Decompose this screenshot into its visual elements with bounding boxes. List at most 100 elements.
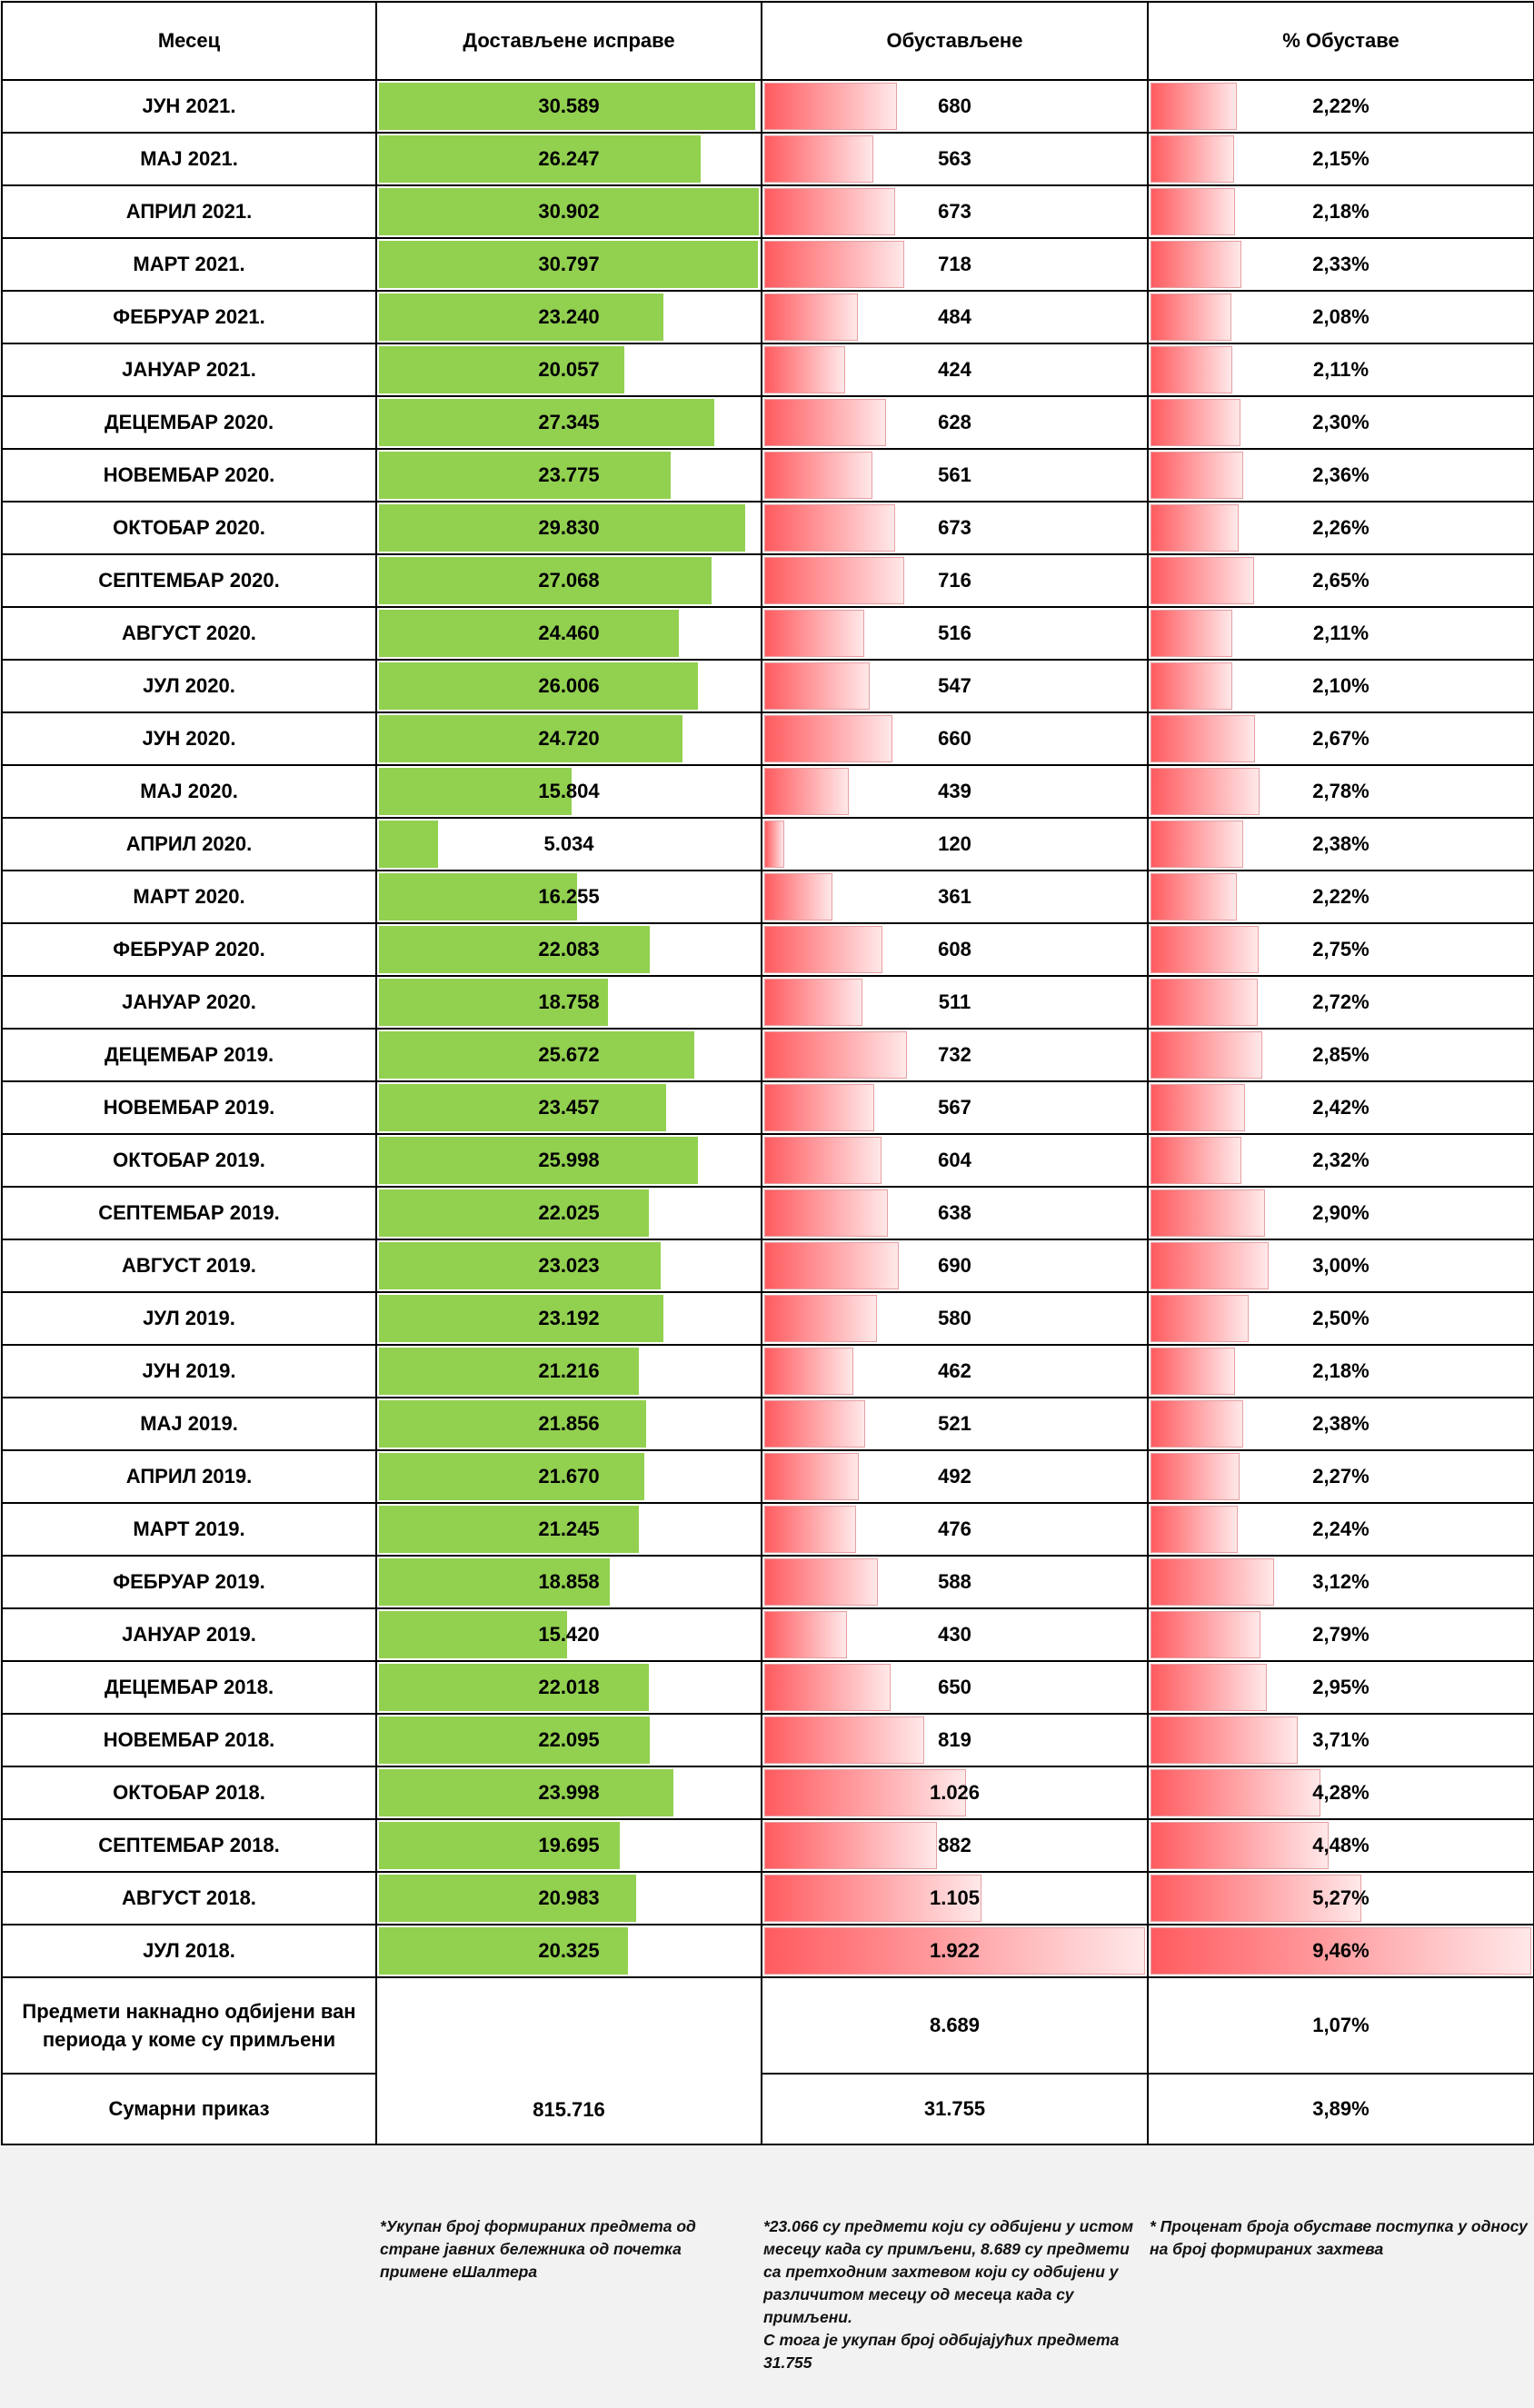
- delivered-bar: [379, 1558, 610, 1606]
- delivered-cell: 20.057: [375, 343, 762, 397]
- suspended-cell: 567: [761, 1080, 1149, 1135]
- percent-bar: [1150, 188, 1236, 235]
- percent-bar: [1150, 1137, 1241, 1184]
- percent-value: 2,24%: [1312, 1517, 1370, 1540]
- month-cell: ФЕБРУАР 2019.: [1, 1555, 377, 1609]
- table-row: ДЕЦЕМБАР 2018. 22.018 650 2,95%: [1, 1660, 1534, 1715]
- percent-bar: [1150, 610, 1233, 657]
- percent-bar: [1150, 241, 1242, 288]
- percent-bar: [1150, 83, 1238, 130]
- percent-value: 4,28%: [1312, 1781, 1370, 1804]
- delivered-cell: 15.420: [375, 1607, 762, 1662]
- delivered-value: 23.023: [538, 1254, 600, 1277]
- percent-value: 2,95%: [1312, 1676, 1370, 1698]
- suspended-cell: 690: [761, 1239, 1149, 1293]
- suspended-value: 638: [938, 1201, 971, 1224]
- table-row: АПРИЛ 2019. 21.670 492 2,27%: [1, 1449, 1534, 1504]
- table-row: ЈАНУАР 2021. 20.057 424 2,11%: [1, 343, 1534, 397]
- delivered-bar: [379, 188, 759, 235]
- suspended-value: 1.105: [929, 1886, 981, 1909]
- table-row: МАРТ 2020. 16.255 361 2,22%: [1, 870, 1534, 924]
- delivered-value: 22.025: [538, 1201, 600, 1224]
- delivered-value: 29.830: [538, 516, 600, 539]
- suspended-cell: 547: [761, 659, 1149, 713]
- suspended-cell: 673: [761, 184, 1149, 239]
- suspended-bar: [764, 504, 896, 552]
- percent-cell: 2,24%: [1147, 1502, 1534, 1557]
- delivered-cell: 5.034: [375, 817, 762, 871]
- month-cell: СЕПТЕМБАР 2019.: [1, 1186, 377, 1240]
- month-cell: АВГУСТ 2020.: [1, 606, 377, 661]
- month-cell: ЈУЛ 2020.: [1, 659, 377, 713]
- suspended-cell: 430: [761, 1607, 1149, 1662]
- percent-cell: 2,38%: [1147, 817, 1534, 871]
- delivered-cell: 30.589: [375, 79, 762, 134]
- percent-cell: 2,26%: [1147, 501, 1534, 555]
- percent-bar: [1150, 1822, 1330, 1869]
- summary-row: Сумарни приказ 31.755 3,89%: [1, 2073, 1534, 2145]
- suspended-cell: 588: [761, 1555, 1149, 1609]
- percent-bar: [1150, 294, 1232, 341]
- suspended-cell: 882: [761, 1818, 1149, 1873]
- percent-cell: 2,11%: [1147, 606, 1534, 661]
- table-body: ЈУН 2021. 30.589 680 2,22% МАЈ 2021. 26.247 56…: [1, 79, 1534, 1978]
- suspended-value: 660: [938, 727, 971, 750]
- delivered-cell: 22.018: [375, 1660, 762, 1715]
- suspended-bar: [764, 1558, 879, 1606]
- delivered-bar: [379, 662, 699, 710]
- percent-cell: 2,18%: [1147, 1344, 1534, 1398]
- summary-delivered-cell: 815.716: [375, 1976, 762, 2145]
- percent-value: 2,10%: [1312, 674, 1370, 697]
- suspended-bar: [764, 1242, 899, 1289]
- percent-cell: 9,46%: [1147, 1924, 1534, 1978]
- table-row: МАЈ 2021. 26.247 563 2,15%: [1, 132, 1534, 186]
- suspended-cell: 1.105: [761, 1871, 1149, 1925]
- table-row: ЈУЛ 2020. 26.006 547 2,10%: [1, 659, 1534, 713]
- delivered-value: 5.034: [543, 832, 594, 855]
- delivered-cell: 19.695: [375, 1818, 762, 1873]
- footnote-delivered: *Укупан број формираних предмета од стра…: [380, 2217, 696, 2281]
- percent-bar: [1150, 1558, 1274, 1606]
- suspended-value: 476: [938, 1517, 971, 1540]
- suspended-cell: 716: [761, 553, 1149, 608]
- delivered-cell: 22.025: [375, 1186, 762, 1240]
- percent-value: 2,38%: [1312, 1412, 1370, 1435]
- delivered-value: 25.672: [538, 1043, 600, 1066]
- delivered-cell: 23.998: [375, 1766, 762, 1820]
- suspended-bar: [764, 715, 893, 762]
- percent-cell: 4,28%: [1147, 1766, 1534, 1820]
- percent-bar: [1150, 1084, 1246, 1131]
- month-cell: МАРТ 2020.: [1, 870, 377, 924]
- percent-cell: 4,48%: [1147, 1818, 1534, 1873]
- suspended-bar: [764, 188, 896, 235]
- table-row: ЈУН 2021. 30.589 680 2,22%: [1, 79, 1534, 134]
- suspended-cell: 819: [761, 1713, 1149, 1767]
- month-cell: АВГУСТ 2018.: [1, 1871, 377, 1925]
- suspended-bar: [764, 241, 905, 288]
- delivered-value: 22.018: [538, 1676, 600, 1698]
- delivered-value: 21.856: [538, 1412, 600, 1435]
- delivered-value: 27.068: [538, 569, 600, 592]
- delivered-cell: 24.460: [375, 606, 762, 661]
- suspended-bar: [764, 1769, 966, 1816]
- delivered-bar: [379, 1189, 649, 1237]
- table-row: НОВЕМБАР 2020. 23.775 561 2,36%: [1, 448, 1534, 502]
- suspended-value: 608: [938, 938, 971, 960]
- delivered-bar: [379, 399, 715, 446]
- delivered-bar: [379, 83, 755, 130]
- suspended-cell: 1.922: [761, 1924, 1149, 1978]
- delivered-value: 27.345: [538, 411, 600, 433]
- suspended-bar: [764, 557, 904, 604]
- percent-bar: [1150, 1875, 1361, 1922]
- percent-cell: 2,22%: [1147, 870, 1534, 924]
- suspended-cell: 511: [761, 975, 1149, 1030]
- header-suspended: Обустављене: [761, 1, 1149, 81]
- delivered-bar: [379, 1348, 639, 1395]
- suspended-cell: 439: [761, 764, 1149, 819]
- percent-value: 2,22%: [1312, 885, 1370, 908]
- percent-cell: 2,75%: [1147, 922, 1534, 977]
- table-row: АПРИЛ 2020. 5.034 120 2,38%: [1, 817, 1534, 871]
- percent-value: 2,18%: [1312, 1359, 1370, 1382]
- month-cell: ЈУЛ 2018.: [1, 1924, 377, 1978]
